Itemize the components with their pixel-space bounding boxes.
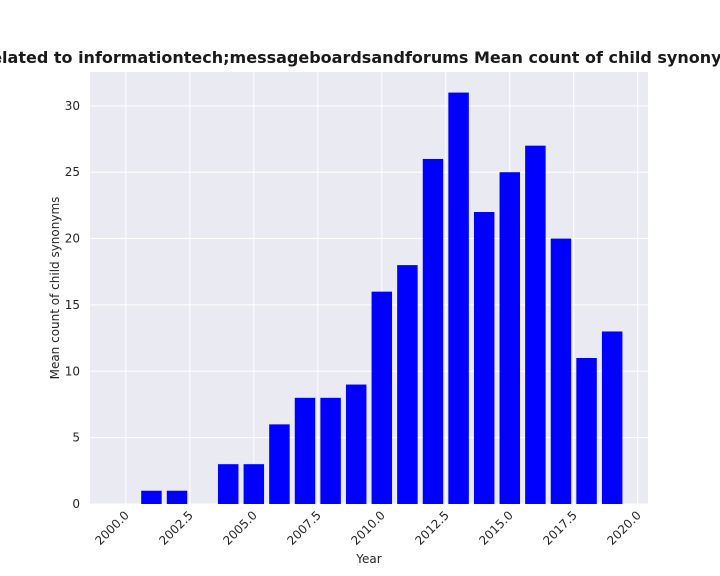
bar: [345, 384, 367, 504]
y-tick-label: 5: [72, 431, 80, 445]
bar: [601, 331, 623, 504]
bar: [525, 145, 546, 504]
bar: [217, 464, 239, 504]
bar: [397, 265, 418, 504]
bar: [166, 490, 188, 504]
bar: [576, 358, 597, 504]
y-tick-label: 30: [65, 99, 80, 113]
bar: [448, 92, 469, 505]
y-axis-label: Mean count of child synonyms: [48, 197, 62, 380]
bar: [473, 212, 495, 504]
x-tick-label: 2020.0: [604, 508, 644, 548]
x-axis-label: Year: [355, 552, 381, 566]
y-tick-label: 10: [65, 364, 80, 378]
chart-title: Software related to informationtech;mess…: [0, 48, 720, 67]
x-tick-label: 2012.5: [412, 508, 452, 548]
x-tick-labels: 2000.0 2002.5 2005.0 2007.5 2010.0 2012.5 2015…: [92, 508, 644, 548]
bar: [294, 397, 316, 504]
x-tick-label: 2007.5: [284, 508, 324, 548]
bar: [141, 490, 162, 504]
x-tick-label: 2017.5: [540, 508, 580, 548]
bar: [243, 464, 265, 504]
bar: [550, 238, 572, 505]
x-tick-label: 2002.5: [156, 508, 196, 548]
y-tick-label: 25: [65, 165, 80, 179]
bar: [371, 291, 393, 504]
y-tick-label: 0: [72, 497, 80, 511]
x-tick-label: 2010.0: [348, 508, 388, 548]
bar: [320, 397, 341, 504]
y-tick-label: 20: [65, 232, 80, 246]
bars: [141, 92, 623, 505]
bar: [422, 158, 444, 504]
bar: [499, 172, 521, 504]
x-tick-label: 2005.0: [220, 508, 260, 548]
x-tick-label: 2015.0: [476, 508, 516, 548]
y-tick-label: 15: [65, 298, 80, 312]
y-tick-labels: 0 5 10 15 20 25 30: [65, 99, 80, 511]
x-tick-label: 2000.0: [92, 508, 132, 548]
bar: [269, 424, 290, 504]
